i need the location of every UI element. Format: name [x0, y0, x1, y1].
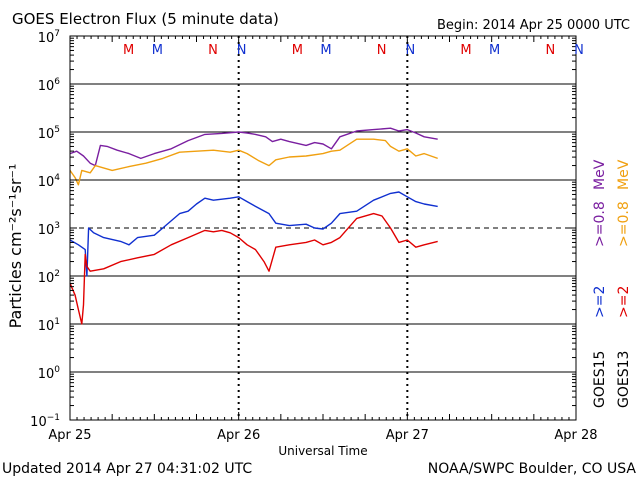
legend-goes15-08mev: >=0.8	[592, 201, 608, 247]
legend-goes15-2mev: >=2	[592, 286, 608, 318]
legend-mev-1: MeV	[592, 159, 608, 190]
orbit-marker: N	[377, 43, 387, 58]
updated-timestamp: Updated 2014 Apr 27 04:31:02 UTC	[2, 461, 252, 477]
legend-goes13: GOES13	[616, 351, 632, 408]
orbit-marker: N	[574, 43, 584, 58]
y-axis-label: Particles cm⁻²s⁻¹sr⁻¹	[6, 164, 25, 329]
x-tick-label: Apr 25	[48, 428, 91, 443]
x-axis-label: Universal Time	[278, 444, 367, 458]
orbit-marker: N	[545, 43, 555, 58]
data-series	[69, 127, 438, 325]
orbit-marker: N	[208, 43, 218, 58]
y-tick-label: 105	[38, 125, 60, 142]
y-tick-label: 107	[38, 29, 60, 46]
y-tick-label: 102	[38, 269, 60, 286]
begin-label: Begin: 2014 Apr 25 0000 UTC	[437, 18, 630, 33]
series-line	[69, 138, 438, 186]
chart-title: GOES Electron Flux (5 minute data)	[12, 10, 279, 28]
y-tick-label: 101	[38, 317, 60, 334]
day-dividers	[237, 36, 409, 420]
y-tick-label: 103	[38, 221, 60, 238]
series-line	[69, 212, 438, 325]
orbit-marker: N	[237, 43, 247, 58]
x-axis-ticks: Apr 25 Apr 26 Apr 27 Apr 28	[48, 36, 598, 443]
orbit-marker: M	[320, 43, 331, 58]
x-tick-label: Apr 28	[554, 428, 597, 443]
legend-goes13-2mev: >=2	[616, 286, 632, 318]
series-line	[69, 191, 438, 277]
horizontal-gridlines	[70, 83, 576, 373]
orbit-marker: N	[405, 43, 415, 58]
orbit-marker: M	[123, 43, 134, 58]
y-axis-ticks: 107 106 105 104 103 102 101 100 10−1	[30, 29, 576, 430]
orbit-marker: M	[152, 43, 163, 58]
y-tick-label: 10−1	[30, 413, 60, 430]
legend-goes15: GOES15	[592, 351, 608, 408]
y-tick-label: 104	[38, 173, 61, 190]
y-tick-label: 106	[38, 77, 61, 94]
source-credit: NOAA/SWPC Boulder, CO USA	[428, 461, 637, 477]
x-tick-label: Apr 27	[386, 428, 429, 443]
orbit-marker: M	[460, 43, 471, 58]
series-line	[69, 127, 438, 167]
right-legend: GOES15 GOES13 >=2 >=2 >=0.8 >=0.8 MeV Me…	[592, 159, 632, 408]
y-tick-label: 100	[38, 365, 61, 382]
legend-mev-2: MeV	[616, 159, 632, 190]
orbit-marker: M	[489, 43, 500, 58]
legend-goes13-08mev: >=0.8	[616, 201, 632, 247]
orbit-marker: M	[292, 43, 303, 58]
x-tick-label: Apr 26	[217, 428, 260, 443]
